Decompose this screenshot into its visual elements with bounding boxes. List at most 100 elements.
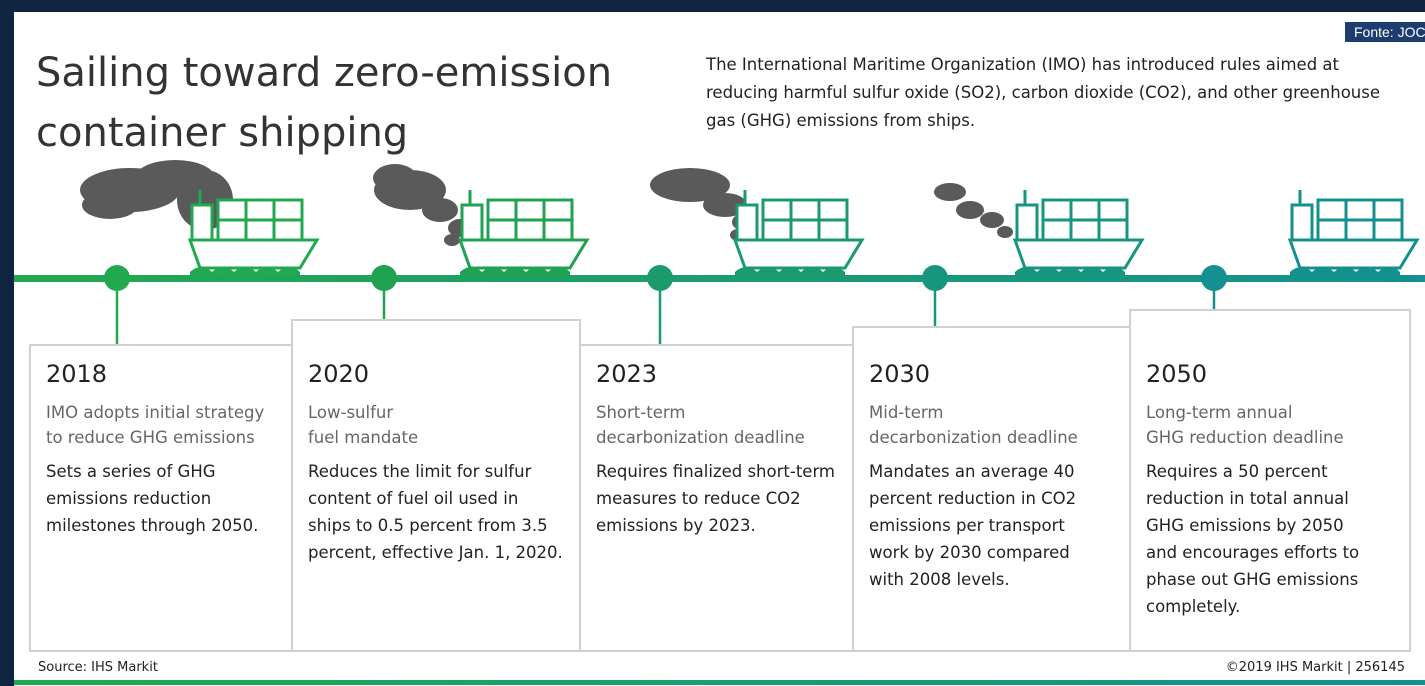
- title-line: Sailing toward zero-emission: [36, 50, 612, 96]
- smoke: [934, 183, 966, 201]
- smoke: [373, 164, 417, 192]
- year: 2023: [596, 360, 657, 388]
- ship-bridge: [192, 205, 212, 240]
- subtitle-line: IMO adopts initial strategy: [46, 403, 264, 422]
- container: [1043, 220, 1071, 240]
- container: [791, 200, 819, 220]
- smoke: [980, 212, 1004, 228]
- container: [1346, 200, 1374, 220]
- container: [544, 200, 572, 220]
- body-line: phase out GHG emissions: [1146, 570, 1358, 589]
- milestone-dot: [371, 265, 397, 291]
- waves: [735, 267, 845, 276]
- container: [1318, 200, 1346, 220]
- milestone-dot: [647, 265, 673, 291]
- container: [246, 220, 274, 240]
- ship-hull: [190, 240, 317, 268]
- subtitle-line: Long-term annual: [1146, 403, 1293, 422]
- body-line: percent, effective Jan. 1, 2020.: [308, 543, 563, 562]
- subtitle-line: Mid-term: [869, 403, 943, 422]
- container: [516, 220, 544, 240]
- container: [791, 220, 819, 240]
- container: [274, 220, 302, 240]
- credit: Fonte: JOC: [1354, 24, 1425, 40]
- body-line: reduction in total annual: [1146, 489, 1349, 508]
- container: [819, 220, 847, 240]
- waves: [1290, 267, 1400, 276]
- description-line: The International Maritime Organization …: [705, 55, 1340, 74]
- container: [274, 200, 302, 220]
- body-line: content of fuel oil used in: [308, 489, 518, 508]
- milestone-dot: [922, 265, 948, 291]
- milestone-dot: [104, 265, 130, 291]
- container: [1318, 220, 1346, 240]
- container: [763, 220, 791, 240]
- body-line: ships to 0.5 percent from 3.5: [308, 516, 548, 535]
- container: [763, 200, 791, 220]
- container: [218, 220, 246, 240]
- container: [1043, 200, 1071, 220]
- container: [544, 220, 572, 240]
- ship-bridge: [462, 205, 482, 240]
- container: [218, 200, 246, 220]
- smoke: [997, 226, 1013, 238]
- container: [488, 200, 516, 220]
- container: [516, 200, 544, 220]
- ship-hull: [460, 240, 587, 268]
- container: [1374, 220, 1402, 240]
- infographic: Fonte: JOC Sailing toward zero-emission …: [0, 0, 1425, 686]
- ship-bridge: [737, 205, 757, 240]
- body-line: measures to reduce CO2: [596, 489, 801, 508]
- container: [1099, 200, 1127, 220]
- body-line: GHG emissions by 2050: [1146, 516, 1344, 535]
- subtitle-line: to reduce GHG emissions: [46, 428, 255, 447]
- subtitle-line: Short-term: [596, 403, 685, 422]
- waves: [190, 267, 300, 276]
- ship-hull: [1290, 240, 1417, 268]
- body-line: percent reduction in CO2: [869, 489, 1076, 508]
- waves: [460, 267, 570, 276]
- subtitle-line: decarbonization deadline: [869, 428, 1078, 447]
- smoke: [444, 234, 460, 246]
- title-line: container shipping: [36, 110, 408, 156]
- body-line: work by 2030 compared: [869, 543, 1070, 562]
- body-line: emissions reduction: [46, 489, 211, 508]
- year: 2030: [869, 360, 930, 388]
- container: [488, 220, 516, 240]
- container: [1071, 200, 1099, 220]
- container: [246, 200, 274, 220]
- ship-bridge: [1017, 205, 1037, 240]
- ship-bridge: [1292, 205, 1312, 240]
- body-line: emissions by 2023.: [596, 516, 756, 535]
- body-line: Reduces the limit for sulfur: [308, 462, 532, 481]
- smoke: [82, 191, 138, 219]
- smoke: [422, 198, 458, 222]
- body-line: Sets a series of GHG: [46, 462, 216, 481]
- subtitle-line: Low-sulfur: [308, 403, 393, 422]
- bottom-rule: [14, 680, 1425, 685]
- subtitle-line: fuel mandate: [308, 428, 418, 447]
- body-line: completely.: [1146, 597, 1240, 616]
- body-line: Mandates an average 40: [869, 462, 1074, 481]
- body-line: Requires finalized short-term: [596, 462, 835, 481]
- body-line: emissions per transport: [869, 516, 1065, 535]
- container: [1071, 220, 1099, 240]
- year: 2020: [308, 360, 369, 388]
- source: Source: IHS Markit: [38, 660, 158, 675]
- waves: [1015, 267, 1125, 276]
- body-line: and encourages efforts to: [1146, 543, 1359, 562]
- smoke: [956, 201, 984, 219]
- milestone-dot: [1201, 265, 1227, 291]
- ship-hull: [1015, 240, 1142, 268]
- body-line: with 2008 levels.: [869, 570, 1010, 589]
- body-line: Requires a 50 percent: [1146, 462, 1328, 481]
- container: [819, 200, 847, 220]
- subtitle-line: decarbonization deadline: [596, 428, 805, 447]
- subtitle-line: GHG reduction deadline: [1146, 428, 1344, 447]
- container: [1374, 200, 1402, 220]
- ship-hull: [735, 240, 862, 268]
- year: 2018: [46, 360, 107, 388]
- description-line: gas (GHG) emissions from ships.: [706, 111, 975, 130]
- container: [1099, 220, 1127, 240]
- year: 2050: [1146, 360, 1207, 388]
